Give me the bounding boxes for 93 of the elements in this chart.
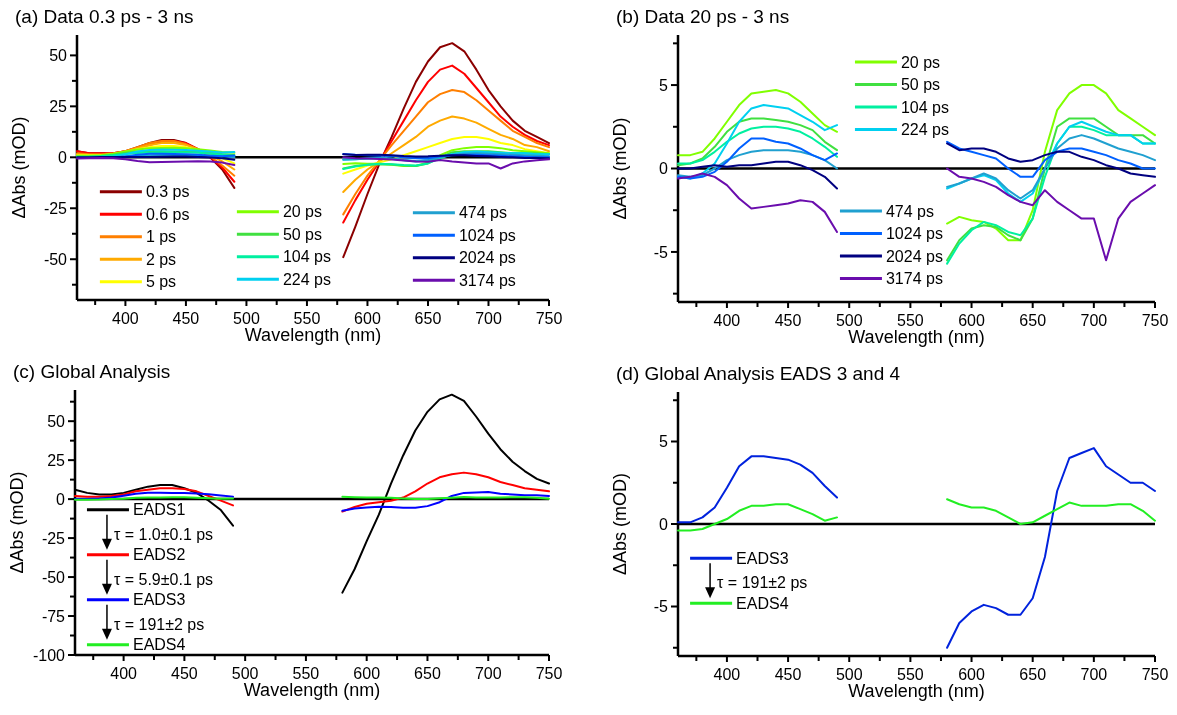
y-tick-label: 0 <box>659 160 669 178</box>
x-tick-label: 650 <box>1019 312 1047 329</box>
chart-title: (a) Data 0.3 ps - 3 ns <box>15 6 194 27</box>
legend-label: 2 ps <box>145 250 177 268</box>
x-axis-title: Wavelength (nm) <box>848 681 985 701</box>
y-tick-label: -50 <box>41 568 66 586</box>
x-axis-title: Wavelength (nm) <box>244 325 382 345</box>
legend-label: EADS2 <box>132 546 186 564</box>
y-axis-title: ΔAbs (mOD) <box>610 472 630 576</box>
annotation: τ = 5.9±0.1 ps <box>113 570 214 588</box>
x-tick-label: 550 <box>897 312 924 329</box>
legend-label: 104 ps <box>900 98 949 116</box>
x-tick-label: 550 <box>292 665 320 682</box>
legend-label: 3174 ps <box>885 270 943 288</box>
legend-label: 474 ps <box>885 202 934 220</box>
x-tick-label: 750 <box>535 665 563 682</box>
x-tick-label: 750 <box>535 310 563 327</box>
annotation: τ = 191±2 ps <box>717 574 808 592</box>
x-tick-label: 550 <box>897 666 924 683</box>
x-tick-label: 400 <box>112 310 139 327</box>
y-tick-label: 0 <box>659 515 669 533</box>
x-tick-label: 500 <box>835 312 863 329</box>
x-tick-label: 600 <box>958 666 985 683</box>
legend-label: 0.3 ps <box>145 183 190 201</box>
x-tick-label: 450 <box>171 665 198 682</box>
x-tick-label: 700 <box>475 310 502 327</box>
x-tick-label: 450 <box>774 666 802 683</box>
y-tick-label: -75 <box>41 607 66 625</box>
legend-label: 0.6 ps <box>145 205 190 223</box>
legend-label: 5 ps <box>145 273 177 291</box>
y-tick-label: 50 <box>47 412 66 430</box>
x-tick-label: 650 <box>414 310 442 327</box>
chart-title: (d) Global Analysis EADS 3 and 4 <box>616 363 901 384</box>
x-tick-label: 700 <box>1080 666 1108 683</box>
legend-label: EADS1 <box>132 501 186 519</box>
x-tick-label: 600 <box>354 310 381 327</box>
x-tick-label: 400 <box>713 666 741 683</box>
x-tick-label: 700 <box>1080 312 1108 329</box>
x-tick-label: 600 <box>353 665 381 682</box>
legend-label: EADS3 <box>132 591 186 609</box>
x-axis-title: Wavelength (nm) <box>243 680 381 700</box>
x-tick-label: 750 <box>1141 666 1169 683</box>
annotation: τ = 191±2 ps <box>113 615 205 633</box>
legend-label: 20 ps <box>900 53 941 71</box>
y-tick-label: 5 <box>659 433 669 451</box>
x-tick-label: 400 <box>110 665 138 682</box>
y-tick-label: -50 <box>43 250 68 268</box>
legend-label: 104 ps <box>282 248 331 266</box>
y-tick-label: -5 <box>653 243 669 261</box>
x-tick-label: 450 <box>774 312 802 329</box>
y-tick-label: -25 <box>41 529 66 547</box>
y-tick-label: 5 <box>659 76 669 94</box>
legend-label: 20 ps <box>282 203 323 221</box>
x-tick-label: 550 <box>293 310 321 327</box>
legend-label: 474 ps <box>458 204 507 222</box>
y-tick-label: 0 <box>56 490 66 508</box>
legend-label: EADS3 <box>736 549 789 567</box>
x-tick-label: 650 <box>1019 666 1047 683</box>
chart-title: (c) Global Analysis <box>13 361 171 382</box>
legend-label: 2024 ps <box>458 249 516 267</box>
x-tick-label: 500 <box>233 310 260 327</box>
x-tick-label: 750 <box>1141 312 1169 329</box>
x-tick-label: 650 <box>414 665 441 682</box>
y-tick-label: -5 <box>653 598 669 616</box>
x-tick-label: 400 <box>713 312 741 329</box>
chart-title: (b) Data 20 ps - 3 ns <box>616 6 790 27</box>
x-tick-label: 500 <box>231 665 259 682</box>
legend-label: 1 ps <box>145 228 177 246</box>
x-tick-label: 500 <box>835 666 863 683</box>
legend-label: 224 ps <box>900 121 949 139</box>
legend-label: 2024 ps <box>885 247 943 265</box>
y-tick-label: 25 <box>49 97 68 115</box>
legend-label: 1024 ps <box>458 226 516 244</box>
y-tick-label: -25 <box>43 199 68 217</box>
y-axis-title: ΔAbs (mOD) <box>7 471 27 574</box>
y-tick-label: 25 <box>47 451 66 469</box>
x-tick-label: 700 <box>474 665 502 682</box>
legend-label: 50 ps <box>282 225 323 243</box>
legend-label: EADS4 <box>132 636 186 654</box>
legend-label: 3174 ps <box>458 271 516 289</box>
x-tick-label: 450 <box>172 310 200 327</box>
x-axis-title: Wavelength (nm) <box>848 327 985 347</box>
legend-label: 1024 ps <box>885 225 943 243</box>
y-axis-title: ΔAbs (mOD) <box>9 116 29 219</box>
y-tick-label: 0 <box>58 148 68 166</box>
legend-label: 224 ps <box>282 270 331 288</box>
y-tick-label: 50 <box>49 46 68 64</box>
legend-label: EADS4 <box>736 594 789 612</box>
x-tick-label: 600 <box>958 312 985 329</box>
legend-label: 50 ps <box>900 76 941 94</box>
y-axis-title: ΔAbs (mOD) <box>610 117 630 220</box>
annotation: τ = 1.0±0.1 ps <box>113 525 214 543</box>
y-tick-label: -100 <box>32 646 66 664</box>
